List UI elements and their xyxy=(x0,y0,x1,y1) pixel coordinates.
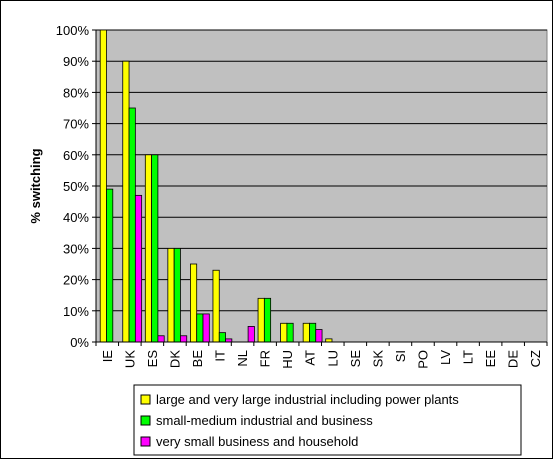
y-axis-title: % switching xyxy=(28,148,43,223)
bar xyxy=(99,29,107,343)
x-tick-label: UK xyxy=(122,350,137,368)
x-tick-label: SI xyxy=(393,350,408,362)
legend-swatch xyxy=(140,394,151,405)
bar xyxy=(151,154,159,343)
legend-swatch xyxy=(140,415,151,426)
x-tick-label: DE xyxy=(506,350,521,368)
y-tick-label: 70% xyxy=(63,117,89,132)
bar xyxy=(144,154,153,343)
x-tick-label: IT xyxy=(213,350,228,362)
bar xyxy=(202,313,210,343)
bar xyxy=(196,313,204,343)
x-tick-label: SE xyxy=(348,350,363,368)
y-tick-label: 0% xyxy=(70,335,89,350)
bar xyxy=(286,322,294,343)
y-tick-label: 30% xyxy=(63,241,89,256)
legend-label: large and very large industrial includin… xyxy=(156,392,459,407)
y-tick-label: 50% xyxy=(63,179,89,194)
bar xyxy=(263,297,272,343)
legend-box xyxy=(133,384,522,456)
bar xyxy=(180,335,188,343)
y-tick-label: 100% xyxy=(56,23,90,38)
bar xyxy=(157,335,165,343)
legend-label: very small business and household xyxy=(156,434,358,449)
bar xyxy=(128,107,136,343)
x-tick-label: EE xyxy=(483,350,498,368)
x-tick-label: AT xyxy=(303,350,318,366)
bar xyxy=(247,325,255,343)
y-tick-label: 20% xyxy=(63,273,89,288)
bar xyxy=(134,194,143,343)
x-tick-label: DK xyxy=(167,350,182,368)
bar xyxy=(189,263,198,343)
legend-label: small-medium industrial and business xyxy=(156,413,373,428)
bar xyxy=(257,297,265,343)
bar xyxy=(280,322,288,343)
y-tick-label: 80% xyxy=(63,85,89,100)
y-tick-label: 10% xyxy=(63,304,89,319)
plot-area xyxy=(95,29,548,343)
bar xyxy=(302,322,310,343)
bars xyxy=(99,29,333,343)
bar xyxy=(315,329,323,343)
x-tick-label: LU xyxy=(325,350,340,367)
bar xyxy=(218,332,226,343)
x-tick-label: NL xyxy=(235,350,250,367)
bar xyxy=(167,247,175,343)
x-tick-label: FR xyxy=(258,350,273,367)
x-tick-label: ES xyxy=(145,350,160,368)
x-tick-label: LV xyxy=(438,350,453,365)
bar xyxy=(106,188,114,343)
y-axis: 0% 10% 20% 30% 40% 50% 60% 70% 80% 90% 100% xyxy=(56,23,97,350)
legend-swatch xyxy=(140,436,151,447)
x-tick-label: BE xyxy=(190,350,205,368)
x-tick-label: SK xyxy=(370,350,385,368)
x-tick-label: PO xyxy=(415,350,430,369)
y-tick-label: 60% xyxy=(63,148,89,163)
bar xyxy=(173,247,181,343)
bar xyxy=(309,322,317,343)
y-tick-label: 90% xyxy=(63,54,89,69)
x-axis: IE UK ES DK BE IT NL FR HU AT LU SE SK SI PO LV LT EE DE CZ xyxy=(95,341,548,369)
legend: large and very large industrial includin… xyxy=(133,384,522,456)
x-tick-label: LT xyxy=(461,350,476,364)
bar xyxy=(122,60,130,343)
x-tick-label: HU xyxy=(280,350,295,369)
bar xyxy=(212,269,220,343)
y-tick-label: 40% xyxy=(63,210,89,225)
x-tick-label: IE xyxy=(100,350,115,363)
x-tick-label: CZ xyxy=(528,350,543,367)
